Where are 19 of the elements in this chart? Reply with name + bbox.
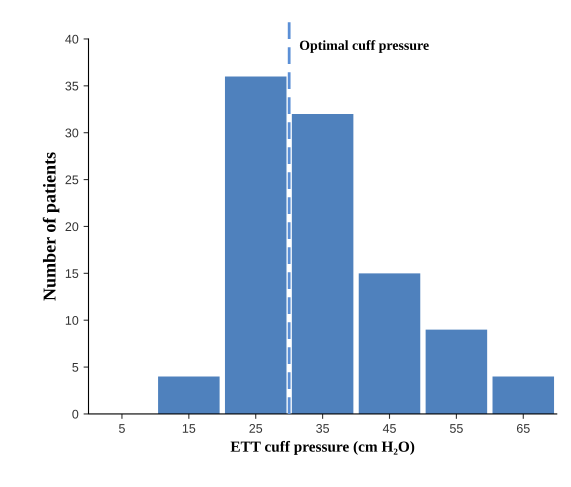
- x-tick-label: 55: [450, 424, 463, 433]
- y-tick-label: 5: [72, 363, 78, 372]
- y-axis-title: Number of patients: [42, 152, 60, 301]
- ref-line-label: Optimal cuff pressure: [300, 40, 429, 53]
- x-tick-label: 25: [249, 424, 262, 433]
- x-tick-label: 5: [118, 424, 125, 433]
- x-tick-label: 35: [316, 424, 330, 433]
- y-tick-label: 25: [66, 175, 78, 184]
- x-tick-label: 65: [516, 424, 530, 433]
- x-tick-label: 45: [382, 424, 396, 433]
- x-axis-title: ETT cuff pressure (cm H₂O): [230, 440, 414, 455]
- x-tick-label: 15: [182, 424, 196, 433]
- y-tick-label: 30: [65, 128, 78, 138]
- y-tick-label: 40: [65, 34, 78, 44]
- y-tick-label: 0: [72, 410, 78, 419]
- y-tick-label: 35: [65, 82, 78, 90]
- y-tick-label: 10: [66, 316, 78, 325]
- y-tick-label: 15: [66, 269, 78, 278]
- y-tick-label: 20: [66, 222, 78, 232]
